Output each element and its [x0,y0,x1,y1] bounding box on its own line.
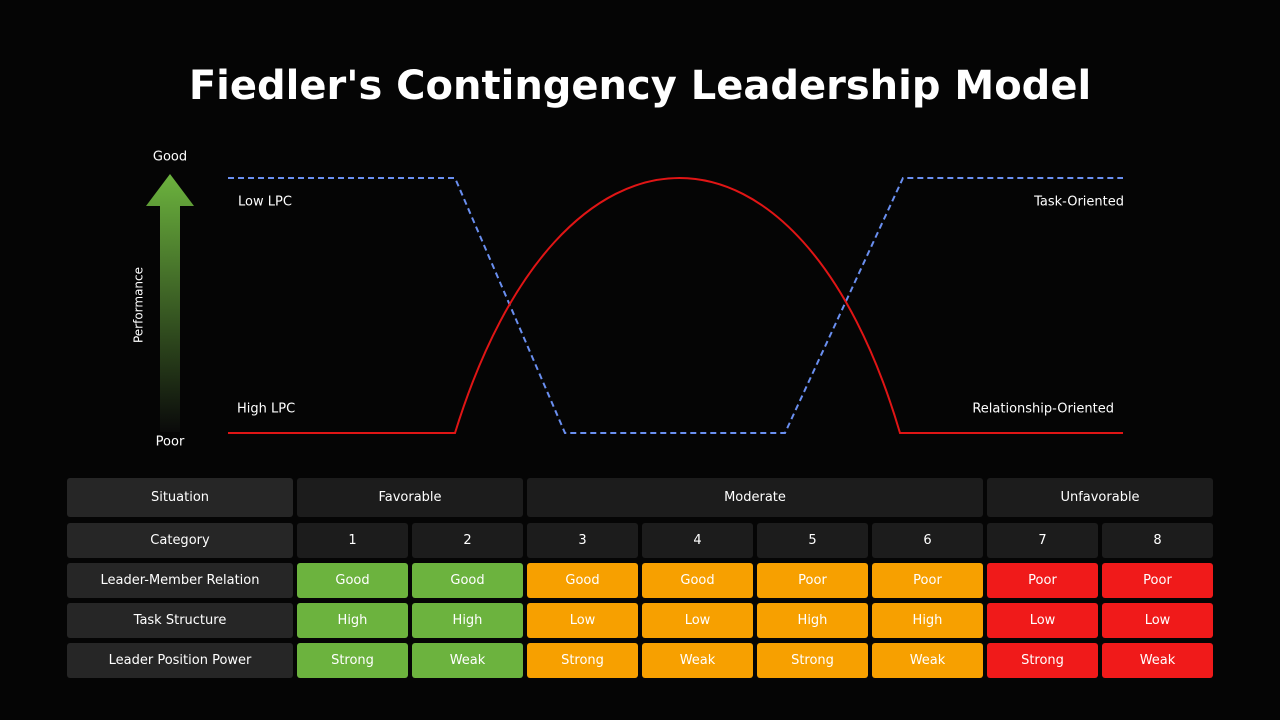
category-cell: 3 [527,523,638,558]
low-lpc-label: Low LPC [238,195,292,210]
row-header: Leader Position Power [67,643,293,678]
row-cell: Good [297,563,408,598]
category-cell: 8 [1102,523,1213,558]
axis-top-label: Good [153,150,187,165]
row-cell: Weak [1102,643,1213,678]
row-cell: Low [527,603,638,638]
high-lpc-label: High LPC [237,402,295,417]
row-cell: Poor [1102,563,1213,598]
row-cell: Strong [527,643,638,678]
category-cell: 1 [297,523,408,558]
row-cell: Weak [872,643,983,678]
category-cell: 5 [757,523,868,558]
low-lpc-curve [228,177,1123,434]
situation-group: Unfavorable [987,478,1213,517]
category-cell: 4 [642,523,753,558]
performance-arrow [146,174,194,432]
row-cell: Poor [757,563,868,598]
row-cell: Poor [872,563,983,598]
row-cell: High [757,603,868,638]
row-cell: Strong [297,643,408,678]
situation-header: Situation [67,478,293,517]
category-header: Category [67,523,293,558]
axis-bottom-label: Poor [156,435,185,450]
row-header: Leader-Member Relation [67,563,293,598]
high-lpc-curve [228,177,1123,434]
title: Fiedler's Contingency Leadership Model [189,63,1091,109]
row-cell: Weak [412,643,523,678]
row-cell: High [872,603,983,638]
category-cell: 7 [987,523,1098,558]
row-cell: Good [412,563,523,598]
row-cell: Strong [757,643,868,678]
row-cell: Good [642,563,753,598]
row-cell: High [297,603,408,638]
category-cell: 2 [412,523,523,558]
relationship-oriented-label: Relationship-Oriented [972,402,1114,417]
row-cell: Strong [987,643,1098,678]
row-cell: Poor [987,563,1098,598]
category-cell: 6 [872,523,983,558]
row-header: Task Structure [67,603,293,638]
row-cell: Low [1102,603,1213,638]
row-cell: Weak [642,643,753,678]
situation-group: Moderate [527,478,983,517]
row-cell: Low [987,603,1098,638]
task-oriented-label: Task-Oriented [1033,195,1124,210]
axis-label: Performance [132,267,146,343]
row-cell: High [412,603,523,638]
row-cell: Low [642,603,753,638]
situation-group: Favorable [297,478,523,517]
row-cell: Good [527,563,638,598]
